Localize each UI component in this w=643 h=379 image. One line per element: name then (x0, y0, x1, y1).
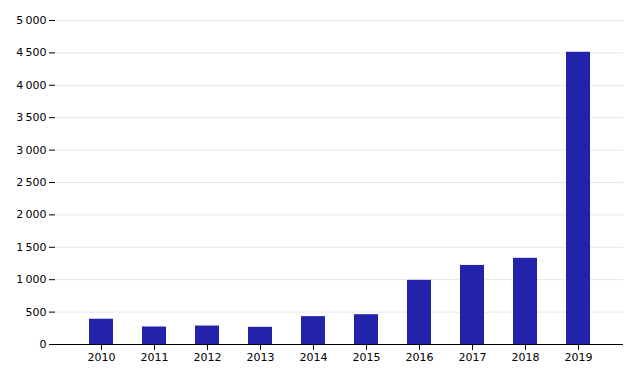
svg-text:1 000: 1 000 (16, 273, 46, 286)
svg-text:4 000: 4 000 (16, 79, 46, 92)
svg-text:2013: 2013 (247, 351, 275, 364)
svg-text:2 000: 2 000 (16, 208, 46, 221)
svg-text:2011: 2011 (141, 351, 169, 364)
svg-text:2 500: 2 500 (16, 176, 46, 189)
svg-text:2014: 2014 (300, 351, 328, 364)
svg-text:500: 500 (26, 306, 47, 319)
svg-text:2010: 2010 (88, 351, 116, 364)
svg-text:0: 0 (40, 338, 47, 351)
svg-text:5 000: 5 000 (16, 14, 46, 27)
svg-text:2017: 2017 (459, 351, 487, 364)
svg-text:3 000: 3 000 (16, 144, 46, 157)
svg-text:2012: 2012 (194, 351, 222, 364)
svg-text:2019: 2019 (565, 351, 593, 364)
svg-text:2016: 2016 (406, 351, 434, 364)
svg-text:2015: 2015 (353, 351, 381, 364)
svg-text:3 500: 3 500 (16, 111, 46, 124)
svg-text:4 500: 4 500 (16, 46, 46, 59)
svg-text:1 500: 1 500 (16, 241, 46, 254)
svg-text:2018: 2018 (512, 351, 540, 364)
